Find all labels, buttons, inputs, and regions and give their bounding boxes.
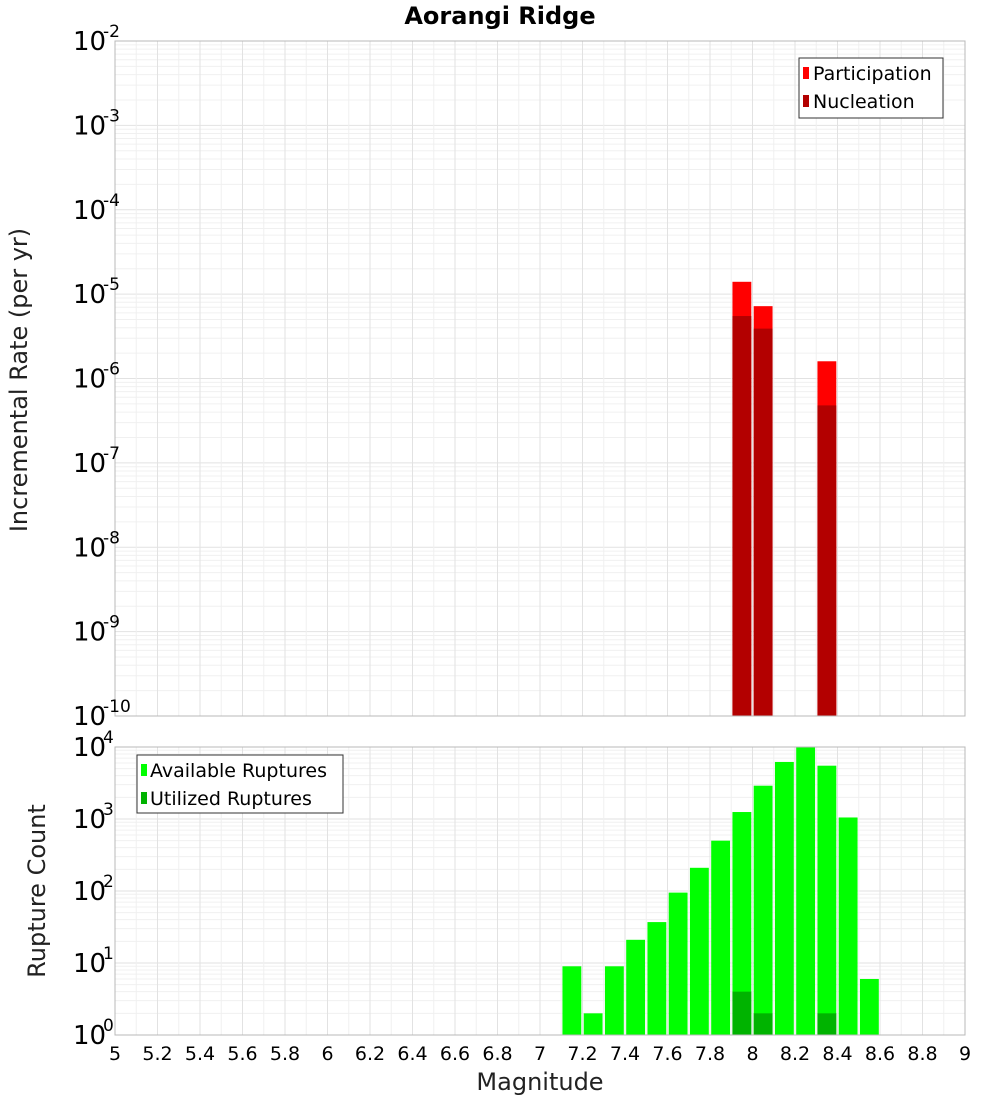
x-tick-label: 5 <box>109 1043 121 1065</box>
bottom-bar-available-ruptures <box>796 747 816 1035</box>
x-tick-label: 6 <box>321 1043 333 1065</box>
legend-label-available: Available Ruptures <box>150 760 327 782</box>
bottom-bar-available-ruptures <box>859 978 879 1035</box>
x-axis-label: Magnitude <box>476 1068 603 1096</box>
x-tick-label: 5.4 <box>185 1043 215 1065</box>
top-y-tick-base: 10 <box>73 618 106 648</box>
top-y-tick-base: 10 <box>73 27 106 57</box>
bottom-y-tick-base: 10 <box>73 949 106 979</box>
top-bars <box>732 281 837 716</box>
x-ticks: 5 5.2 5.4 5.6 5.8 6 6.2 6.4 6.6 6.8 7 7.2 7.4 7.6 7.8 8… <box>109 1043 971 1065</box>
legend-swatch-utilized <box>141 792 147 804</box>
top-y-axis-label: Incremental Rate (per yr) <box>5 228 33 532</box>
bottom-legend-box <box>136 754 344 814</box>
bottom-y-tick-exponent: 2 <box>103 872 114 892</box>
bottom-bar-available-ruptures <box>838 817 858 1035</box>
top-plot: 10-210-310-410-510-610-710-810-910-10 In… <box>5 22 966 732</box>
bottom-bar-available-ruptures <box>604 966 624 1035</box>
bottom-bar-available-ruptures <box>668 892 688 1035</box>
legend-swatch-participation <box>803 67 809 79</box>
top-y-tick-exponent: -8 <box>103 528 120 548</box>
x-tick-label: 7.8 <box>695 1043 725 1065</box>
bottom-bar-available-ruptures <box>817 765 837 1035</box>
x-tick-label: 9 <box>959 1043 971 1065</box>
top-bar-nucleation <box>817 405 837 716</box>
top-y-tick-exponent: -4 <box>103 191 120 211</box>
bottom-legend: Available Ruptures Utilized Ruptures <box>136 754 344 814</box>
top-y-tick-exponent: -5 <box>103 275 120 295</box>
bottom-y-tick-exponent: 1 <box>103 944 114 964</box>
bottom-y-tick-exponent: 4 <box>103 728 114 748</box>
x-tick-label: 8.2 <box>780 1043 810 1065</box>
top-legend-box <box>798 57 944 119</box>
top-y-tick-exponent: -9 <box>103 613 120 633</box>
top-bar-nucleation <box>732 316 752 716</box>
legend-label-nucleation: Nucleation <box>813 91 915 113</box>
bottom-y-tick-base: 10 <box>73 805 106 835</box>
top-y-tick-exponent: -2 <box>103 22 120 42</box>
top-y-tick-base: 10 <box>73 280 106 310</box>
bottom-bar-available-ruptures <box>562 966 582 1035</box>
top-bar-nucleation <box>753 328 773 716</box>
bottom-bar-available-ruptures <box>711 840 731 1035</box>
x-tick-label: 6.6 <box>440 1043 470 1065</box>
x-tick-label: 7.4 <box>610 1043 640 1065</box>
x-tick-label: 8.6 <box>865 1043 895 1065</box>
top-y-tick-base: 10 <box>73 111 106 141</box>
x-tick-label: 8.4 <box>822 1043 852 1065</box>
x-tick-label: 7.6 <box>652 1043 682 1065</box>
legend-swatch-nucleation <box>803 95 809 107</box>
x-tick-label: 6.2 <box>355 1043 385 1065</box>
top-y-tick-base: 10 <box>73 533 106 563</box>
bottom-bar-available-ruptures <box>774 761 794 1035</box>
bottom-bar-available-ruptures <box>647 922 667 1035</box>
x-tick-label: 7 <box>534 1043 546 1065</box>
bottom-bar-utilized-ruptures <box>753 1013 773 1035</box>
x-tick-label: 7.2 <box>567 1043 597 1065</box>
top-y-tick-base: 10 <box>73 702 106 732</box>
x-tick-label: 8 <box>746 1043 758 1065</box>
x-tick-label: 5.2 <box>142 1043 172 1065</box>
top-y-tick-exponent: -10 <box>103 697 131 717</box>
bottom-bar-available-ruptures <box>732 812 752 1035</box>
legend-swatch-available <box>141 764 147 776</box>
bottom-plot-frame <box>114 746 966 1036</box>
bottom-bar-available-ruptures <box>583 1013 603 1035</box>
top-y-tick-base: 10 <box>73 449 106 479</box>
top-y-tick-base: 10 <box>73 196 106 226</box>
top-y-tick-exponent: -6 <box>103 360 120 380</box>
top-grid <box>114 40 966 717</box>
top-y-tick-base: 10 <box>73 365 106 395</box>
bottom-y-tick-base: 10 <box>73 877 106 907</box>
legend-label-utilized: Utilized Ruptures <box>150 788 312 810</box>
x-tick-label: 8.8 <box>907 1043 937 1065</box>
x-tick-label: 5.6 <box>227 1043 257 1065</box>
top-y-ticks: 10-210-310-410-510-610-710-810-910-10 <box>73 22 131 732</box>
bottom-bar-utilized-ruptures <box>817 1013 837 1035</box>
bottom-bar-available-ruptures <box>689 867 709 1035</box>
bottom-bar-available-ruptures <box>753 785 773 1035</box>
bottom-bars <box>562 747 879 1035</box>
legend-label-participation: Participation <box>813 63 932 85</box>
top-legend: Participation Nucleation <box>798 57 944 119</box>
top-y-tick-exponent: -3 <box>103 106 120 126</box>
bottom-y-tick-exponent: 0 <box>103 1016 114 1036</box>
bottom-y-axis-label: Rupture Count <box>23 804 51 978</box>
x-tick-label: 6.8 <box>482 1043 512 1065</box>
top-plot-frame <box>114 40 966 717</box>
x-tick-label: 6.4 <box>397 1043 427 1065</box>
chart-title: Aorangi Ridge <box>404 2 595 30</box>
bottom-bar-available-ruptures <box>626 939 646 1035</box>
bottom-y-tick-exponent: 3 <box>103 800 114 820</box>
top-y-tick-exponent: -7 <box>103 444 120 464</box>
bottom-bar-utilized-ruptures <box>732 991 752 1035</box>
bottom-y-tick-base: 10 <box>73 1021 106 1051</box>
bottom-y-tick-base: 10 <box>73 733 106 763</box>
x-tick-label: 5.8 <box>270 1043 300 1065</box>
